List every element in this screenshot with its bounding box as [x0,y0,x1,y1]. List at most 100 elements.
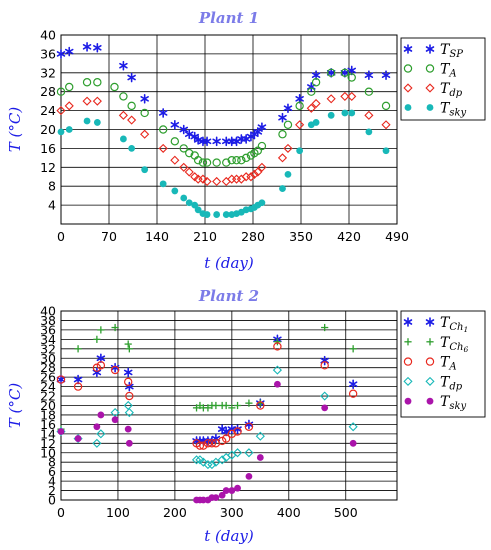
x-tick-label: 140 [145,229,169,244]
data-point [97,411,105,419]
data-point [381,70,391,80]
y-tick-label: 36 [40,322,56,337]
data-point [198,158,208,167]
data-point [296,147,304,155]
data-point [340,68,350,78]
data-point [171,187,179,195]
y-tick-label: 12 [40,160,56,175]
legend-marker [426,104,434,111]
legend-label: TA [440,62,457,80]
data-point [347,73,356,82]
data-point [204,404,212,412]
data-point [119,92,128,101]
data-point [365,128,373,136]
data-point [93,42,102,53]
data-point [127,115,137,125]
data-point [273,338,282,346]
data-point [381,120,391,130]
data-point [222,487,230,494]
x-tick-label: 350 [289,229,313,244]
y-tick-label: 20 [40,122,56,137]
legend-item: TA [403,355,457,373]
data-point [348,379,358,390]
data-point [382,147,390,155]
data-point [255,431,265,441]
data-point [306,103,316,113]
data-point [119,60,128,71]
data-point [237,134,246,144]
x-tick-label: 300 [220,505,244,520]
legend-label: Tsky [440,101,467,119]
series-T_Ch6 [57,323,357,433]
y-tick-label: 4 [48,198,56,213]
x-axis-label: t (day) [204,527,254,545]
data-point [191,455,202,465]
data-point [212,136,221,147]
data-point [124,340,132,348]
data-point [326,68,336,78]
x-tick-label: 210 [193,229,217,244]
legend-label: Tsky [440,394,467,412]
x-tick-label: 500 [334,505,358,520]
data-point [141,166,149,174]
data-point [218,491,226,499]
series-T_A [56,342,358,450]
data-point [364,70,374,80]
data-point [110,82,119,92]
x-tick-label: 400 [277,505,301,520]
data-point [311,98,321,109]
legend-box [400,37,486,121]
data-point [65,82,74,92]
legend-marker [403,357,413,366]
data-point [341,109,349,117]
y-tick-label: 0 [48,493,56,508]
data-point [111,323,119,332]
data-point [199,441,208,450]
data-point [349,439,357,447]
x-tick-label: 100 [106,505,130,520]
data-point [125,439,133,447]
data-point [211,457,221,467]
legend-marker [425,357,435,366]
data-point [233,424,242,434]
data-point [217,455,227,465]
legend-marker [404,104,412,111]
chart-title: Plant 2 [198,287,259,305]
data-point [234,484,241,492]
data-point [212,401,220,410]
legend-label: TA [440,355,457,373]
data-point [64,46,74,57]
data-point [312,119,320,126]
series-T_Ch1 [56,334,358,446]
data-point [64,101,74,111]
y-tick-label: 40 [40,28,56,43]
series-T_sky [57,380,357,504]
legend-item: TSP [403,42,463,60]
data-point [96,361,106,370]
data-point [56,49,66,59]
data-point [118,110,128,120]
data-point [123,367,133,378]
y-tick-label: 34 [40,332,56,347]
data-point [203,459,213,470]
data-point [348,389,358,398]
data-point [93,119,101,126]
legend-marker [426,397,434,405]
data-point [222,211,230,218]
data-point [158,125,168,134]
legend-marker [404,338,412,346]
y-tick-label: 12 [40,436,56,451]
legend-marker [403,44,413,54]
data-point [93,423,101,431]
y-tick-label: 32 [40,65,56,80]
data-point [212,158,221,167]
data-point [193,156,203,165]
data-point [73,382,83,391]
data-point [96,429,106,439]
legend-item: TCh1 [403,315,468,334]
data-point [347,91,357,102]
data-point [203,439,213,448]
data-point [65,126,73,133]
y-tick-label: 16 [40,141,56,156]
